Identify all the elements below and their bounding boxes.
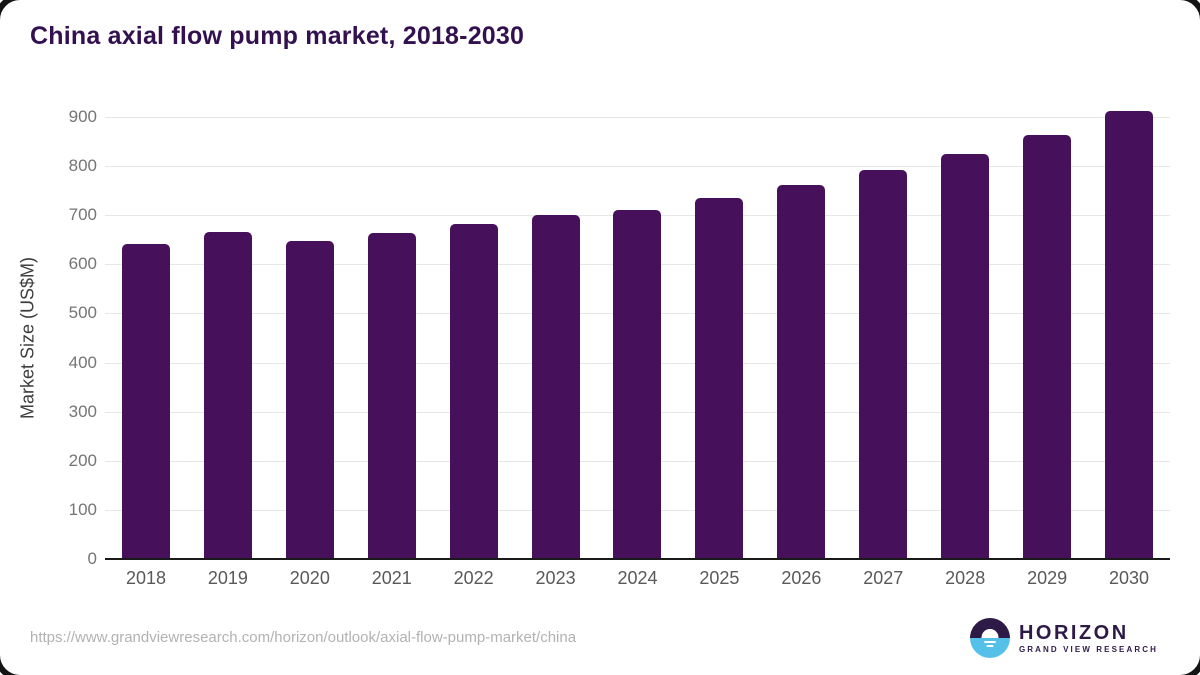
sun-reflection-line [986, 645, 994, 647]
logo-name: HORIZON [1018, 621, 1129, 644]
logo-tagline: GRAND VIEW RESEARCH [1018, 644, 1158, 654]
y-axis-tick-labels: 0 100 200 300 400 500 600 700 800 900 [0, 107, 97, 568]
x-tick-label: 2025 [699, 568, 740, 588]
y-tick-label: 500 [68, 303, 97, 323]
bar-slot [269, 240, 351, 559]
bar-2030 [1105, 110, 1154, 559]
bar-2027 [859, 169, 908, 559]
bar-2024 [613, 209, 662, 559]
y-tick-label: 400 [68, 352, 97, 372]
x-tick-label: 2028 [945, 568, 986, 588]
bar-slot [1006, 134, 1088, 559]
x-tick-label: 2030 [1109, 568, 1150, 588]
sun-reflection-line [983, 641, 996, 643]
bar-slot [187, 231, 269, 559]
plot-area [105, 110, 1170, 560]
horizon-logo-icon [969, 618, 1010, 658]
y-tick-label: 200 [68, 450, 97, 470]
x-tick-label: 2022 [453, 568, 494, 588]
x-tick-label: 2027 [863, 568, 904, 588]
bar-2021 [367, 232, 416, 559]
bar-slot [678, 198, 760, 559]
bar-slot [597, 209, 679, 559]
x-tick-label: 2019 [207, 568, 248, 588]
bar-series [105, 110, 1170, 559]
logo-text: HORIZON GRAND VIEW RESEARCH [1019, 623, 1158, 654]
y-tick-label: 900 [68, 107, 97, 126]
x-tick-label: 2024 [617, 568, 658, 588]
bar-slot [515, 215, 597, 559]
y-tick-label: 300 [68, 401, 97, 421]
bar-2029 [1023, 134, 1072, 559]
sun-icon [981, 629, 999, 638]
y-tick-label: 0 [87, 549, 97, 568]
x-tick-label: 2021 [371, 568, 412, 588]
x-tick-label: 2026 [781, 568, 822, 588]
bar-2028 [941, 154, 990, 559]
bar-2026 [777, 184, 826, 559]
bar-2020 [285, 240, 334, 559]
bar-2018 [121, 244, 170, 559]
bar-slot [351, 232, 433, 559]
source-url: https://www.grandviewresearch.com/horizo… [30, 629, 577, 646]
bar-slot [105, 244, 187, 559]
x-tick-label: 2018 [125, 568, 166, 588]
x-axis-tick-labels: 2018 2019 2020 2021 2022 2023 2024 2025 2026 2027… [105, 568, 1170, 589]
gridline [105, 166, 1170, 168]
y-tick-label: 700 [68, 205, 97, 225]
bar-slot [842, 169, 924, 559]
bar-2025 [695, 198, 744, 559]
gridline [105, 117, 1170, 118]
bar-slot [433, 223, 515, 559]
x-tick-label: 2020 [289, 568, 330, 588]
bar-slot [1088, 110, 1170, 559]
chart-title: China axial flow pump market, 2018-2030 [30, 22, 525, 50]
bar-slot [924, 154, 1006, 559]
bar-2022 [449, 223, 498, 559]
bar-slot [760, 184, 842, 559]
bar-2023 [531, 215, 580, 559]
bar-2019 [203, 231, 252, 559]
y-tick-label: 100 [68, 499, 97, 519]
x-axis-line [105, 558, 1170, 560]
x-tick-label: 2023 [535, 568, 576, 588]
y-tick-label: 600 [68, 254, 97, 274]
x-tick-label: 2029 [1027, 568, 1068, 588]
y-tick-label: 800 [68, 156, 97, 176]
horizon-logo: HORIZON GRAND VIEW RESEARCH [969, 618, 1158, 658]
